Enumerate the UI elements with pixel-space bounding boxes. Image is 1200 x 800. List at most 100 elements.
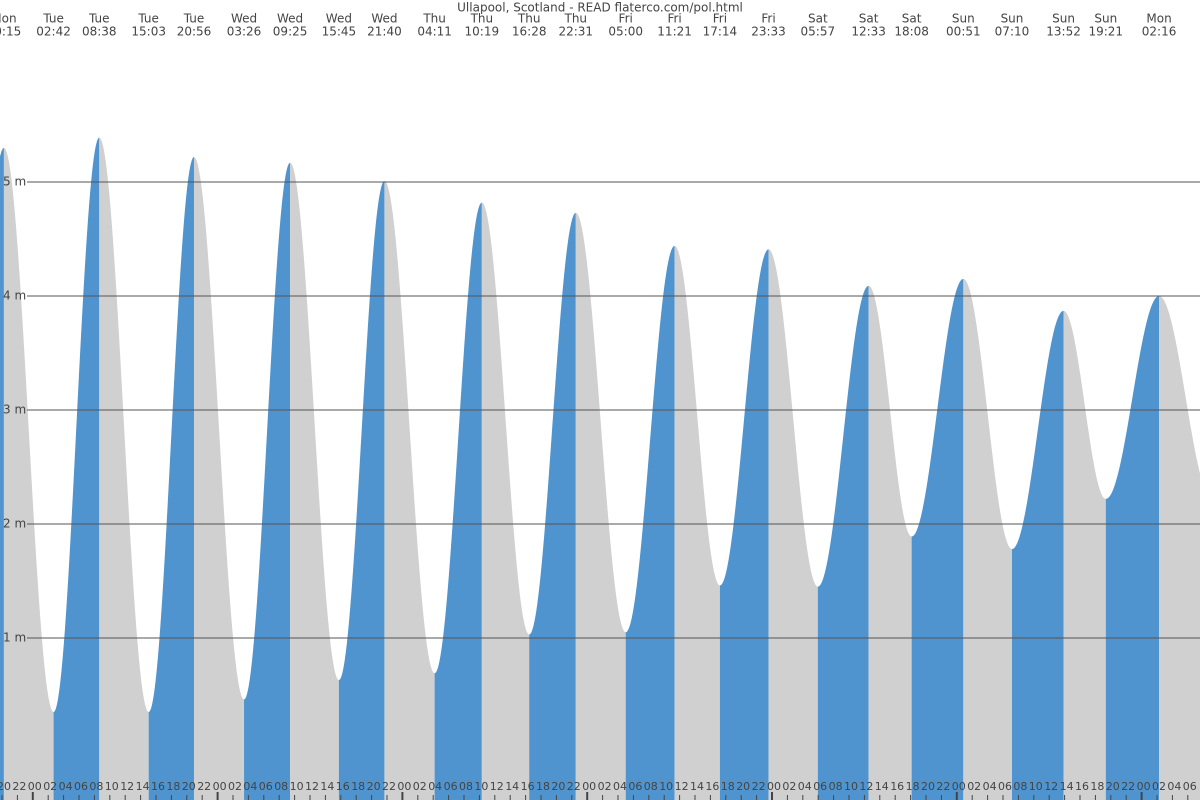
- hour-label: 10: [659, 780, 673, 793]
- event-day: Sun: [1001, 12, 1024, 26]
- hour-label: 02: [598, 780, 612, 793]
- hour-label: 18: [536, 780, 550, 793]
- event-day: Tue: [42, 12, 64, 26]
- hour-label: 08: [274, 780, 288, 793]
- hour-label: 02: [967, 780, 981, 793]
- hour-label: 06: [813, 780, 827, 793]
- tide-area: [1011, 310, 1064, 800]
- event-day: Thu: [564, 12, 588, 26]
- event-day: Fri: [761, 12, 775, 26]
- hour-label: 08: [829, 780, 843, 793]
- event-day: Mon: [1146, 12, 1171, 26]
- event-day: Thu: [517, 12, 541, 26]
- hour-label: 22: [567, 780, 581, 793]
- tide-area: [1063, 310, 1106, 800]
- event-day: Fri: [619, 12, 633, 26]
- hour-label: 00: [767, 780, 781, 793]
- hour-label: 18: [906, 780, 920, 793]
- event-time: 05:00: [608, 25, 643, 39]
- hour-label: 02: [1152, 780, 1166, 793]
- tide-area: [53, 137, 100, 800]
- event-time: 17:14: [703, 25, 738, 39]
- event-time: 19:21: [1088, 25, 1123, 39]
- event-day: Sun: [952, 12, 975, 26]
- hour-label: 04: [613, 780, 627, 793]
- hour-label: 04: [798, 780, 812, 793]
- hour-label: 16: [890, 780, 904, 793]
- event-time: 04:11: [417, 25, 452, 39]
- hour-label: 16: [336, 780, 350, 793]
- tide-area: [963, 278, 1012, 800]
- event-time: 02:16: [1142, 25, 1177, 39]
- event-day: Wed: [277, 12, 303, 26]
- event-day: Fri: [667, 12, 681, 26]
- event-day: Sun: [1052, 12, 1075, 26]
- hour-label: 10: [1029, 780, 1043, 793]
- event-day: Thu: [422, 12, 446, 26]
- event-time: 18:08: [894, 25, 929, 39]
- tide-area: [719, 249, 769, 800]
- hour-label: 06: [628, 780, 642, 793]
- hour-label: 20: [736, 780, 750, 793]
- hour-label: 20: [367, 780, 381, 793]
- hour-label: 08: [459, 780, 473, 793]
- tide-area: [99, 137, 149, 800]
- y-tick-label: 5 m: [3, 175, 26, 189]
- hour-label: 18: [166, 780, 180, 793]
- hour-label: 22: [936, 780, 950, 793]
- hour-label: 22: [197, 780, 211, 793]
- tide-area: [575, 212, 626, 800]
- event-day: Tue: [137, 12, 159, 26]
- tide-area: [384, 180, 435, 800]
- y-tick-label: 3 m: [3, 403, 26, 417]
- hour-label: 00: [28, 780, 42, 793]
- hour-label: 04: [983, 780, 997, 793]
- hour-label: 20: [551, 780, 565, 793]
- hour-label: 02: [413, 780, 427, 793]
- hour-label: 06: [444, 780, 458, 793]
- hour-label: 12: [675, 780, 689, 793]
- hour-label: 04: [1167, 780, 1181, 793]
- y-tick-label: 1 m: [3, 631, 26, 645]
- event-time: 10:19: [465, 25, 500, 39]
- event-day: Tue: [183, 12, 205, 26]
- event-time: 09:25: [273, 25, 308, 39]
- event-day: Wed: [231, 12, 257, 26]
- tide-area: [338, 180, 385, 800]
- event-time: 07:10: [995, 25, 1030, 39]
- tide-area: [244, 162, 291, 800]
- hour-label: 02: [228, 780, 242, 793]
- hour-label: 16: [1075, 780, 1089, 793]
- tide-area: [481, 202, 530, 800]
- hour-label: 02: [43, 780, 57, 793]
- hour-label: 00: [397, 780, 411, 793]
- hour-label: 22: [12, 780, 26, 793]
- event-time: 21:40: [367, 25, 402, 39]
- event-time: 12:33: [851, 25, 886, 39]
- hour-label: 12: [305, 780, 319, 793]
- tide-area: [625, 245, 675, 800]
- event-time: 15:45: [322, 25, 357, 39]
- hour-label: 16: [705, 780, 719, 793]
- hour-label: 22: [752, 780, 766, 793]
- event-time: 20:56: [177, 25, 212, 39]
- hour-label: 06: [1183, 780, 1197, 793]
- hour-label: 10: [105, 780, 119, 793]
- hour-label: 08: [1013, 780, 1027, 793]
- hour-label: 16: [521, 780, 535, 793]
- event-day: Sat: [859, 12, 879, 26]
- hour-label: 22: [1121, 780, 1135, 793]
- event-time: 22:31: [558, 25, 593, 39]
- hour-label: 20: [0, 780, 11, 793]
- event-time: 11:21: [657, 25, 692, 39]
- tide-area: [0, 147, 4, 800]
- hour-label: 10: [474, 780, 488, 793]
- hour-label: 14: [136, 780, 150, 793]
- event-time: 16:28: [512, 25, 547, 39]
- event-time: 13:52: [1046, 25, 1081, 39]
- hour-label: 06: [998, 780, 1012, 793]
- event-day: Mon: [0, 12, 17, 26]
- tide-area: [1105, 296, 1160, 800]
- hour-label: 10: [844, 780, 858, 793]
- hour-label: 10: [290, 780, 304, 793]
